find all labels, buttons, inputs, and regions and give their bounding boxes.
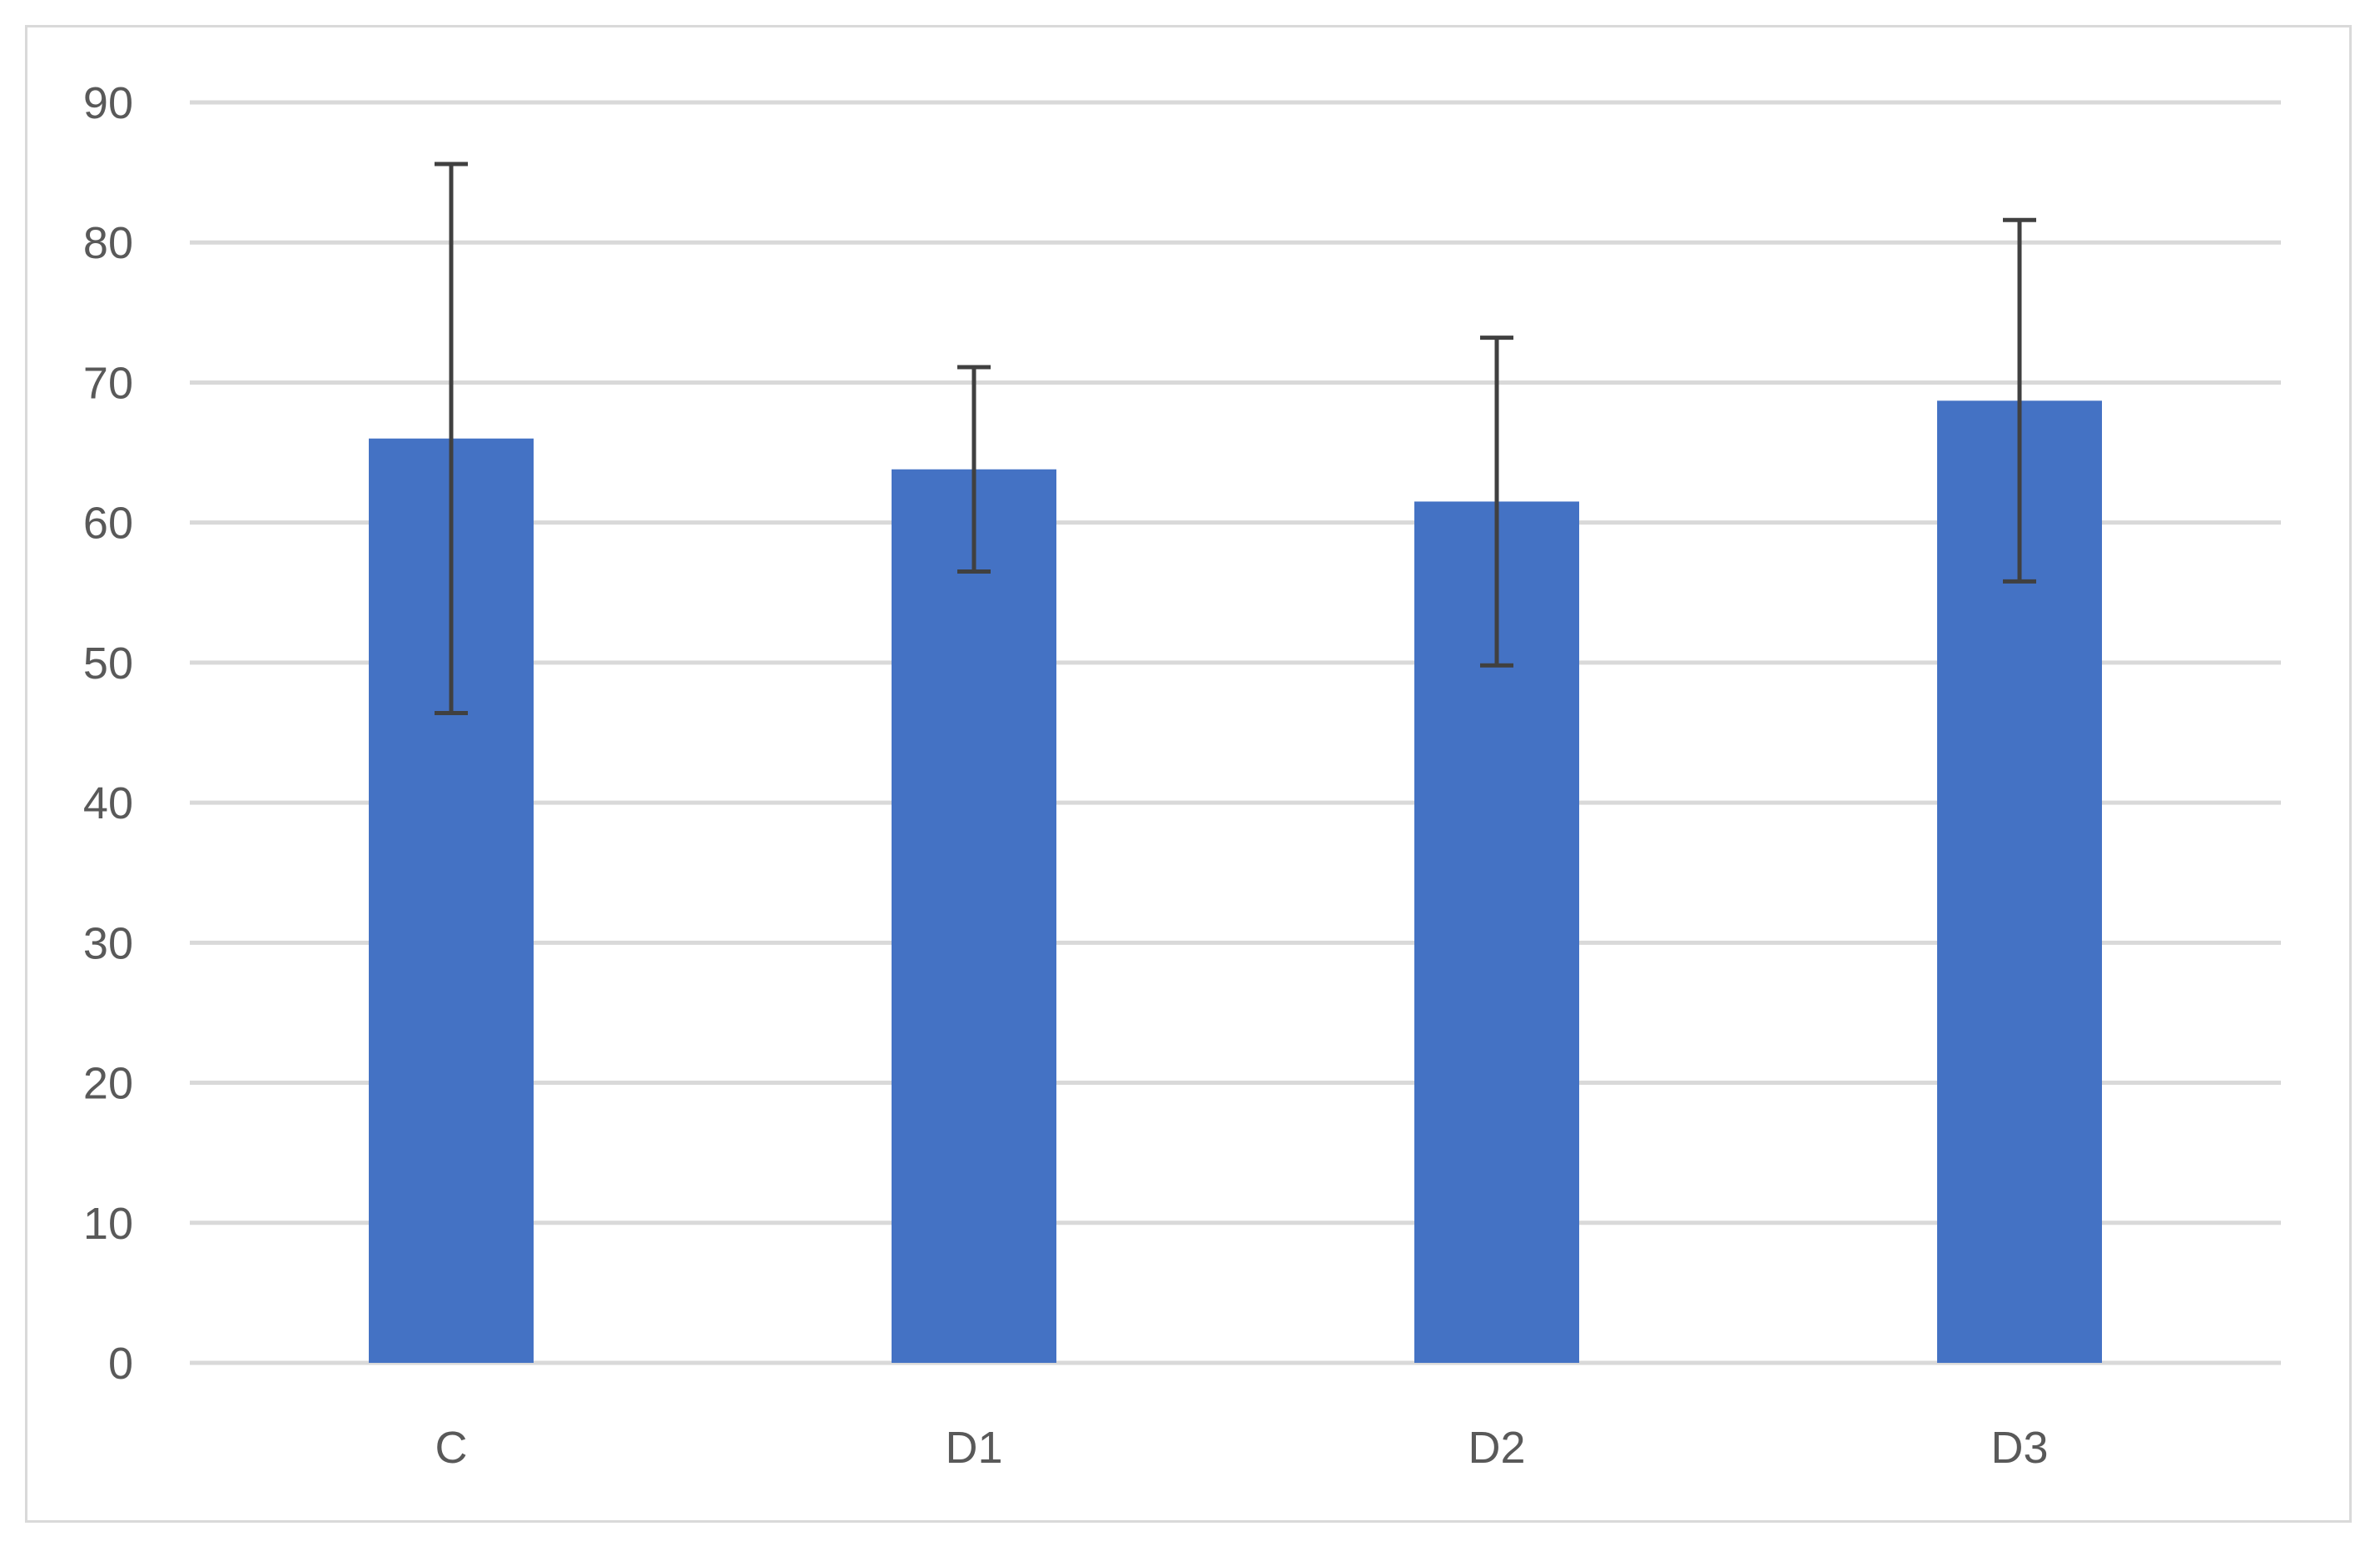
y-tick-label-20: 20	[83, 1059, 133, 1109]
y-tick-label-60: 60	[83, 499, 133, 549]
y-tick-label-70: 70	[83, 358, 133, 408]
gridlines	[190, 100, 2281, 1365]
y-tick-label-90: 90	[83, 78, 133, 128]
y-tick-label-30: 30	[83, 918, 133, 968]
x-tick-label-D1: D1	[945, 1423, 1002, 1473]
bars	[369, 400, 2102, 1364]
y-tick-label-50: 50	[83, 639, 133, 689]
y-tick-label-10: 10	[83, 1199, 133, 1249]
x-tick-label-D3: D3	[1990, 1423, 2048, 1473]
x-axis-tick-labels: C D1 D2 D3	[435, 1423, 2049, 1473]
y-tick-label-80: 80	[83, 218, 133, 268]
bar-D1	[892, 469, 1056, 1364]
y-axis-tick-labels: 0 10 20 30 40 50 60 70 80 90	[83, 78, 133, 1389]
y-tick-label-40: 40	[83, 778, 133, 828]
error-bars	[435, 162, 2036, 715]
y-tick-label-0: 0	[108, 1339, 133, 1389]
x-tick-label-D2: D2	[1468, 1423, 1525, 1473]
x-tick-label-C: C	[435, 1423, 468, 1473]
